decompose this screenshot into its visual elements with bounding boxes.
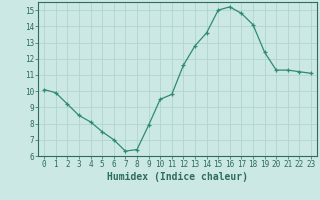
X-axis label: Humidex (Indice chaleur): Humidex (Indice chaleur) (107, 172, 248, 182)
